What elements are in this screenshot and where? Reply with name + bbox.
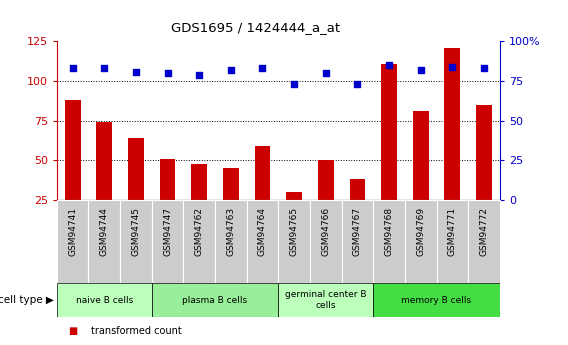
Bar [128, 138, 144, 200]
Point [68, 66, 77, 71]
Text: GSM94766: GSM94766 [321, 207, 330, 256]
Text: GSM94744: GSM94744 [100, 207, 108, 256]
Bar [57, 200, 89, 283]
Point [321, 70, 331, 76]
Bar [278, 283, 373, 317]
Point [258, 66, 267, 71]
Bar [405, 200, 437, 283]
Bar [215, 200, 247, 283]
Text: GDS1695 / 1424444_a_at: GDS1695 / 1424444_a_at [171, 21, 340, 34]
Text: GSM94771: GSM94771 [448, 207, 457, 256]
Text: naive B cells: naive B cells [76, 296, 133, 305]
Bar [413, 111, 429, 200]
Text: GSM94764: GSM94764 [258, 207, 267, 256]
Point [100, 66, 109, 71]
Point [479, 66, 488, 71]
Text: GSM94745: GSM94745 [131, 207, 140, 256]
Text: germinal center B
cells: germinal center B cells [285, 290, 366, 310]
Text: GSM94769: GSM94769 [416, 207, 425, 256]
Bar [57, 283, 152, 317]
Bar [152, 200, 183, 283]
Bar [373, 283, 500, 317]
Text: GSM94765: GSM94765 [290, 207, 299, 256]
Bar [468, 200, 500, 283]
Bar [223, 168, 239, 200]
Text: transformed count: transformed count [91, 326, 182, 336]
Bar [120, 200, 152, 283]
Bar [373, 200, 405, 283]
Text: GSM94763: GSM94763 [227, 207, 235, 256]
Bar [437, 200, 468, 283]
Text: cell type ▶: cell type ▶ [0, 295, 54, 305]
Bar [476, 105, 492, 200]
Bar [381, 63, 397, 200]
Text: GSM94772: GSM94772 [479, 207, 488, 256]
Bar [97, 122, 112, 200]
Point [226, 67, 235, 73]
Text: GSM94747: GSM94747 [163, 207, 172, 256]
Text: plasma B cells: plasma B cells [182, 296, 248, 305]
Bar [160, 159, 176, 200]
Bar [318, 160, 333, 200]
Bar [310, 200, 341, 283]
Bar [349, 179, 365, 200]
Point [416, 67, 425, 73]
Bar [247, 200, 278, 283]
Point [195, 72, 204, 78]
Point [385, 62, 394, 68]
Text: GSM94741: GSM94741 [68, 207, 77, 256]
Bar [191, 164, 207, 200]
Bar [152, 283, 278, 317]
Text: memory B cells: memory B cells [402, 296, 471, 305]
Bar [278, 200, 310, 283]
Point [448, 64, 457, 70]
Bar [65, 100, 81, 200]
Text: GSM94762: GSM94762 [195, 207, 204, 256]
Bar [254, 146, 270, 200]
Point [353, 81, 362, 87]
Text: ■: ■ [68, 326, 77, 336]
Bar [89, 200, 120, 283]
Point [131, 69, 140, 74]
Bar [286, 192, 302, 200]
Bar [341, 200, 373, 283]
Point [290, 81, 299, 87]
Text: GSM94767: GSM94767 [353, 207, 362, 256]
Text: GSM94768: GSM94768 [385, 207, 394, 256]
Bar [444, 48, 460, 200]
Point [163, 70, 172, 76]
Bar [183, 200, 215, 283]
